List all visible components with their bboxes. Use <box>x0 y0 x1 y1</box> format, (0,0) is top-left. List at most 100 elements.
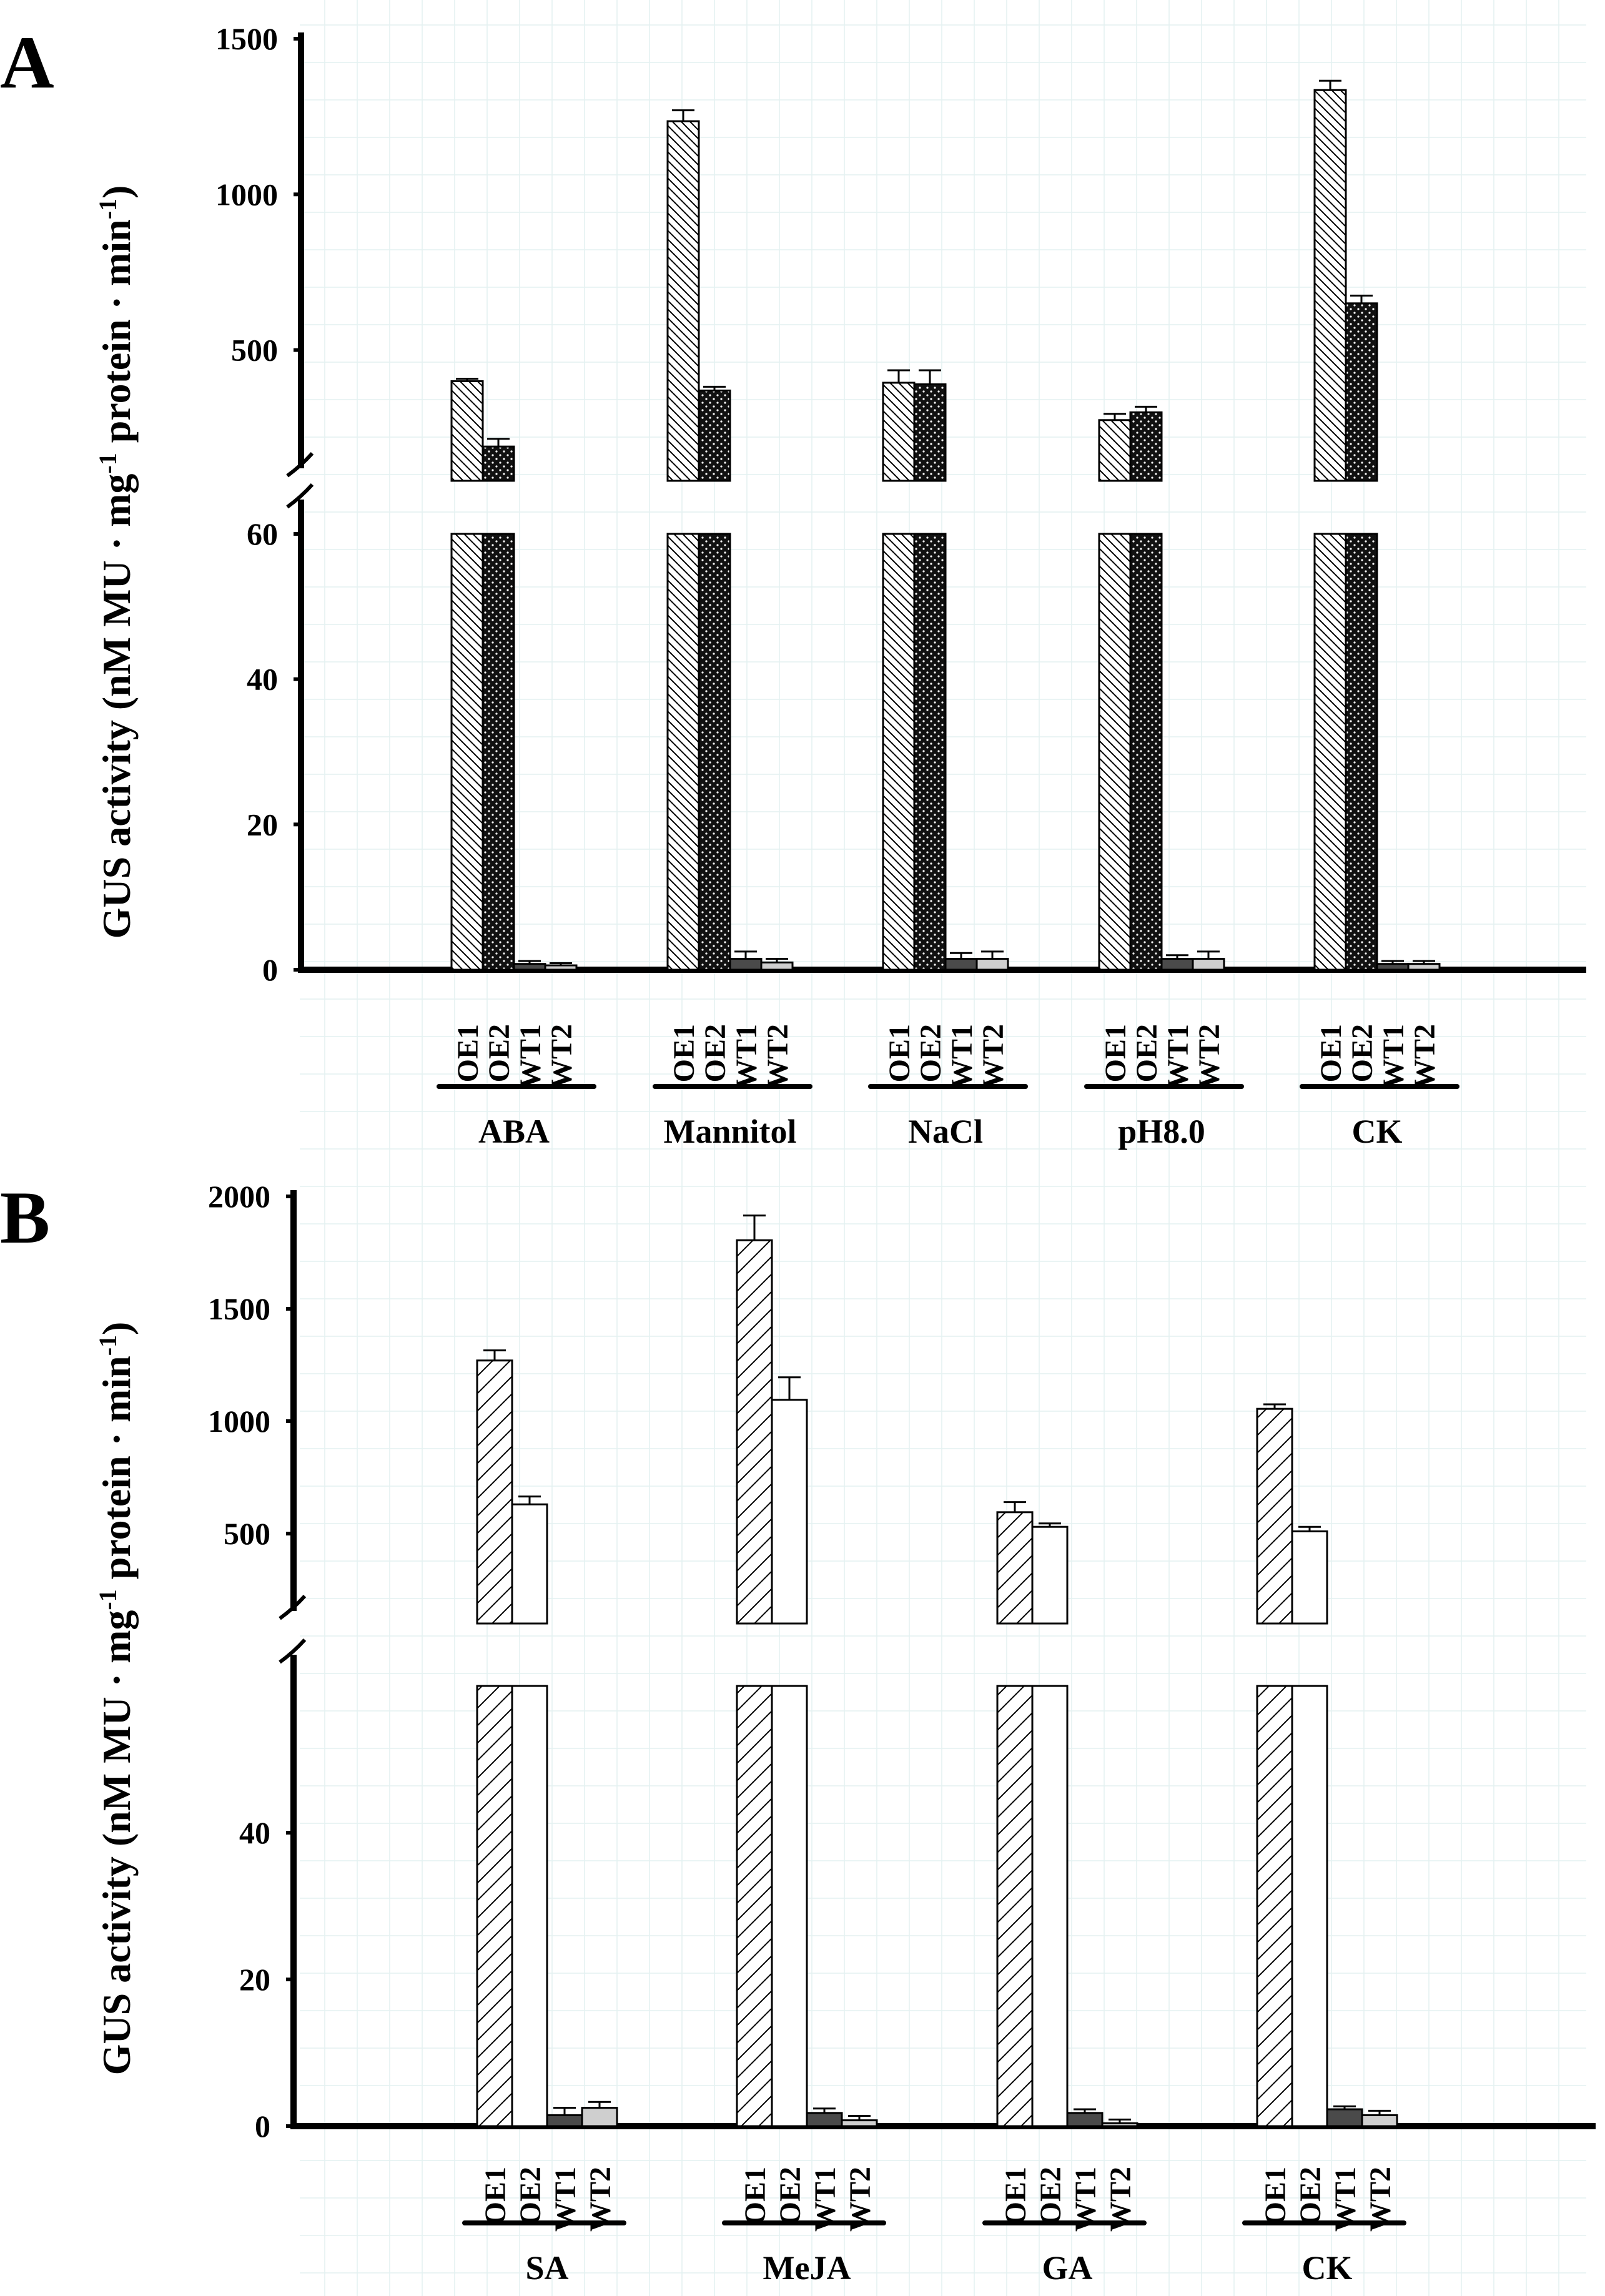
y-tick-label: 0 <box>262 952 278 987</box>
bar-lower-segment <box>996 1685 1034 2127</box>
bar-lower-segment <box>511 1685 548 2127</box>
category-label: GA <box>1042 2249 1093 2287</box>
y-tick-label: 40 <box>239 1815 270 1850</box>
bar <box>482 445 515 482</box>
series-label: WT2 <box>1193 1024 1226 1089</box>
y-tick-label: 1000 <box>215 177 278 212</box>
bar <box>1361 2114 1398 2127</box>
bar-lower-segment <box>771 1685 808 2127</box>
series-label: WT2 <box>761 1024 794 1089</box>
bar <box>1326 2108 1363 2127</box>
series-label: OE1 <box>999 2167 1032 2225</box>
bar <box>760 961 794 971</box>
bar <box>729 958 763 971</box>
svg-text:GUS activity (nM MU · mg-1 pro: GUS activity (nM MU · mg -1 protein · min… <box>94 185 139 939</box>
category-label: ABA <box>478 1113 550 1150</box>
series-label: WT1 <box>946 1024 979 1089</box>
ylabel-b-part1: GUS activity (nM MU · mg <box>94 1610 139 2076</box>
bar-lower-segment <box>1345 533 1378 971</box>
ylabel-a-sup2: -1 <box>94 199 122 219</box>
bar-lower-segment <box>1098 533 1132 971</box>
series-label: WT2 <box>1408 1024 1441 1089</box>
bar <box>581 2107 618 2127</box>
bar <box>476 1359 513 1625</box>
bar-lower-segment <box>1129 533 1163 971</box>
ylabel-b-part3: ) <box>94 1322 139 1335</box>
bar <box>841 2119 878 2127</box>
series-label: WT1 <box>1162 1024 1195 1089</box>
bar <box>1066 2112 1104 2127</box>
panel-a-y-axis-label: GUS activity (nM MU · mg -1 protein · min… <box>94 185 139 939</box>
ylabel-a-part3: ) <box>94 185 139 199</box>
bar <box>1129 411 1163 482</box>
ylabel-b-sup1: -1 <box>94 1589 122 1610</box>
bar <box>1192 958 1225 971</box>
bar <box>913 383 947 482</box>
bar <box>544 964 578 971</box>
y-tick-label: 500 <box>231 333 278 368</box>
series-label: OE1 <box>1099 1024 1132 1082</box>
series-label: WT1 <box>730 1024 763 1089</box>
series-label: OE1 <box>1315 1024 1348 1082</box>
bar <box>1031 1525 1069 1625</box>
bar-lower-segment <box>882 533 916 971</box>
ylabel-a-part1: GUS activity (nM MU · mg <box>94 474 139 939</box>
series-label: OE2 <box>1346 1024 1379 1082</box>
axis-break-mark-upper <box>286 451 314 478</box>
bar <box>1291 1530 1328 1625</box>
bar-lower-segment <box>698 533 731 971</box>
bar <box>806 2112 843 2127</box>
series-label: OE2 <box>1294 2167 1327 2225</box>
series-label: OE2 <box>699 1024 732 1082</box>
category-label: CK <box>1352 1113 1403 1150</box>
panel-letter-b: B <box>0 1176 50 1259</box>
panel-b-y-axis-label: GUS activity (nM MU · mg-1 protein · min… <box>94 1322 139 2076</box>
y-tick-label: 20 <box>239 1962 270 1997</box>
bar-lower-segment <box>1256 1685 1293 2127</box>
axis-break-mark-lower <box>286 483 314 509</box>
bar <box>511 1503 548 1625</box>
bar <box>546 2114 583 2127</box>
series-label: OE2 <box>1034 2167 1067 2225</box>
bar <box>666 120 700 482</box>
bar <box>450 380 484 482</box>
y-tick-label: 2000 <box>208 1179 270 1214</box>
panel-a-chart: 500100015000204060OE1OE2WT1WT2ABAOE1OE2W… <box>215 21 1586 1150</box>
bar-lower-segment <box>913 533 947 971</box>
category-label: SA <box>525 2249 568 2287</box>
bar <box>1313 89 1347 482</box>
bar <box>1256 1407 1293 1625</box>
series-label: WT2 <box>545 1024 578 1089</box>
ylabel-b-sup2: -1 <box>94 1335 122 1356</box>
bar <box>975 958 1009 971</box>
series-label: OE1 <box>452 1024 485 1082</box>
bar <box>1098 419 1132 482</box>
category-label: NaCl <box>908 1113 983 1150</box>
y-tick-label: 20 <box>247 807 278 842</box>
ylabel-a-part2: protein · min <box>94 219 139 453</box>
bar <box>996 1511 1034 1625</box>
series-label: OE1 <box>1259 2167 1292 2225</box>
y-tick-label: 1500 <box>208 1291 270 1326</box>
bar-lower-segment <box>1313 533 1347 971</box>
series-label: OE2 <box>914 1024 947 1082</box>
bar-lower-segment <box>476 1685 513 2127</box>
bar <box>698 389 731 482</box>
bar <box>882 382 916 482</box>
axis-break-mark-upper <box>279 1594 307 1620</box>
series-label: WT1 <box>514 1024 547 1089</box>
series-label: OE2 <box>1130 1024 1163 1082</box>
bar-lower-segment <box>1291 1685 1328 2127</box>
category-label: MeJA <box>763 2249 851 2287</box>
ylabel-b-part2: protein · min <box>94 1356 139 1589</box>
y-tick-label: 0 <box>255 2109 270 2144</box>
series-label: OE2 <box>774 2167 807 2225</box>
bar <box>1407 963 1441 971</box>
bar-lower-segment <box>1031 1685 1069 2127</box>
series-label: OE2 <box>483 1024 516 1082</box>
series-label: OE1 <box>883 1024 916 1082</box>
svg-text:GUS activity (nM MU · mg-1 pro: GUS activity (nM MU · mg-1 protein · min… <box>94 1322 139 2076</box>
bar <box>944 958 978 971</box>
bar-lower-segment <box>666 533 700 971</box>
